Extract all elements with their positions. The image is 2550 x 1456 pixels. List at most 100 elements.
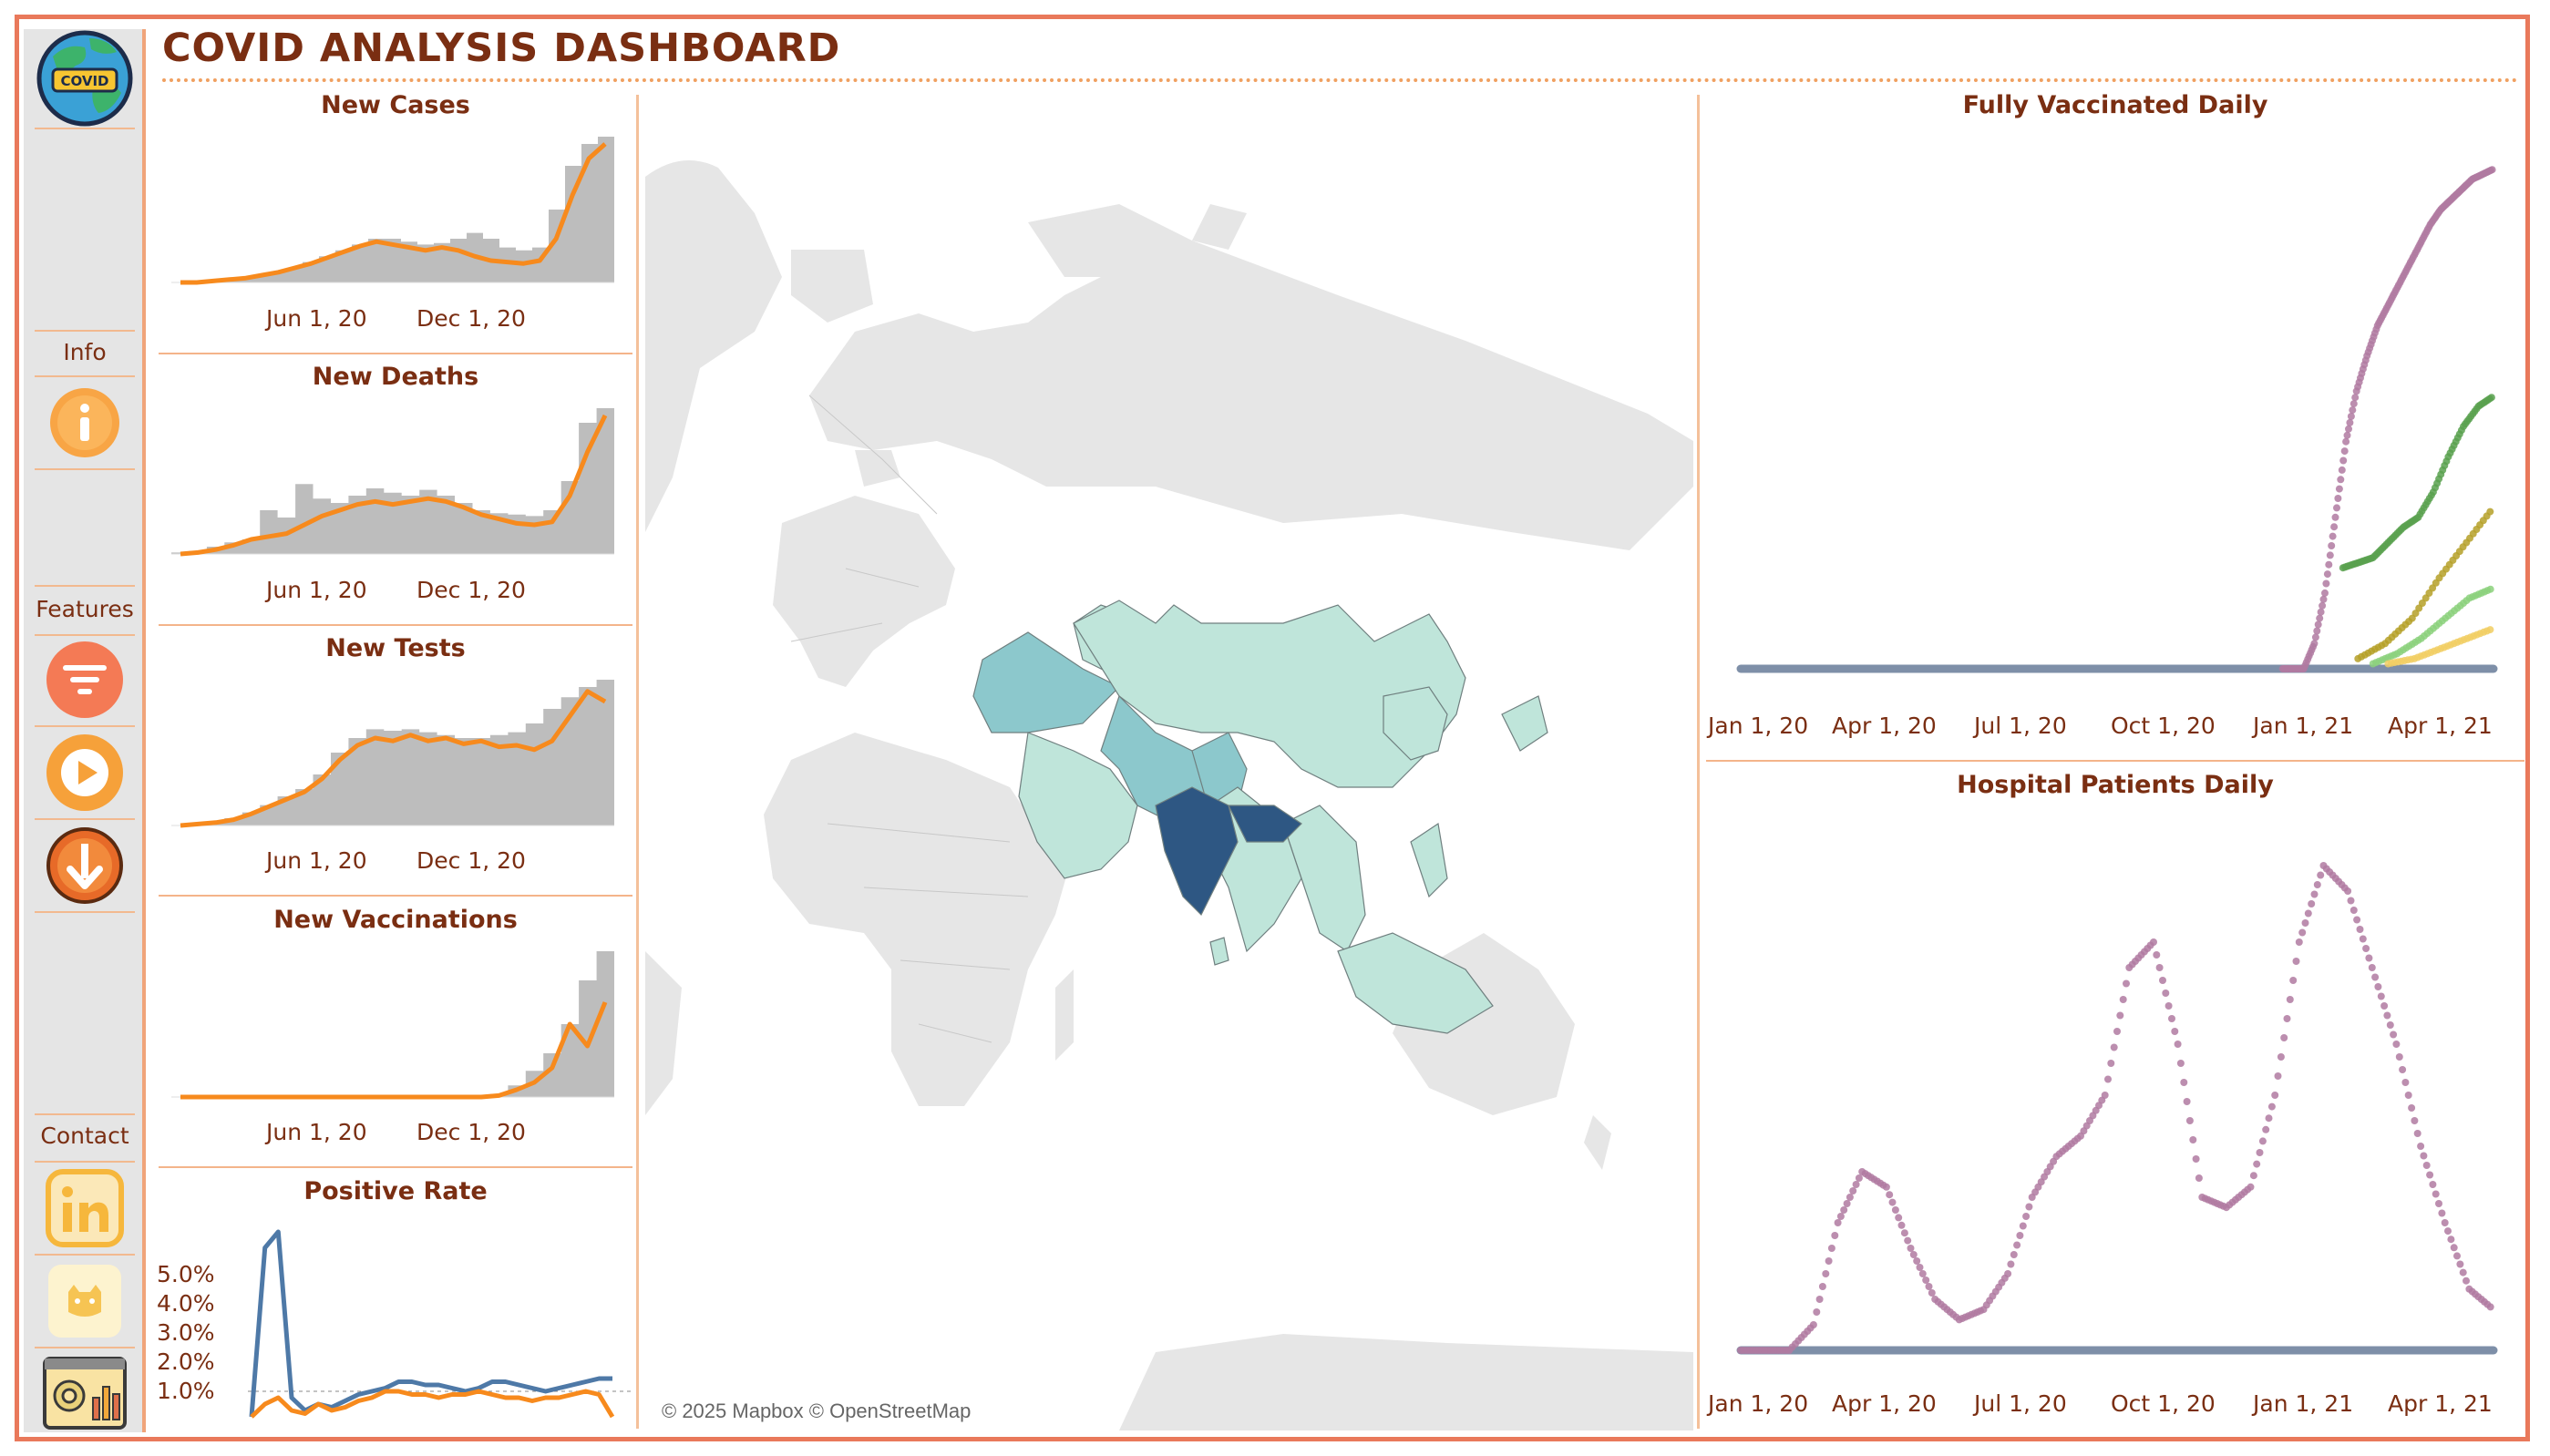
data-point — [2253, 1160, 2261, 1168]
data-point — [2286, 996, 2294, 1003]
right-column-divider — [1697, 95, 1700, 1429]
data-point — [2408, 1104, 2416, 1112]
data-point — [2104, 1075, 2112, 1083]
data-point — [2488, 166, 2496, 174]
data-point — [2487, 394, 2495, 402]
data-point — [2292, 958, 2300, 965]
data-point — [1897, 1221, 1906, 1229]
x-tick: Jul 1, 20 — [1974, 1390, 2067, 1417]
sidebar: COVID Info Features — [24, 29, 146, 1432]
x-tick: Jun 1, 20 — [266, 577, 367, 603]
data-point — [1815, 1296, 1824, 1303]
x-tick: Jan 1, 21 — [2253, 1390, 2354, 1417]
chart-title: Hospital Patients Daily — [1957, 771, 2274, 799]
divider — [159, 624, 632, 626]
x-tick: Dec 1, 20 — [416, 305, 526, 332]
data-point — [2351, 394, 2360, 402]
data-point — [2390, 1030, 2398, 1039]
x-tick: Apr 1, 20 — [1832, 713, 1937, 739]
data-point — [2331, 513, 2339, 521]
data-point — [1827, 1245, 1835, 1252]
data-point — [2323, 570, 2331, 579]
x-tick: Jul 1, 20 — [1974, 713, 2067, 739]
left-column-divider — [636, 95, 639, 1429]
github-icon[interactable] — [45, 1261, 125, 1345]
series-line — [249, 1229, 612, 1418]
data-point — [2365, 954, 2373, 962]
data-point — [2392, 1041, 2401, 1048]
covid-globe-icon[interactable]: COVID — [35, 29, 135, 128]
linkedin-icon[interactable] — [45, 1168, 125, 1252]
data-point — [1928, 1289, 1936, 1297]
data-point — [2404, 1092, 2412, 1099]
data-point — [2335, 485, 2343, 493]
data-point — [2249, 1172, 2257, 1180]
filter-icon[interactable] — [45, 640, 125, 723]
data-point — [2333, 504, 2340, 512]
data-point — [1836, 1213, 1845, 1220]
data-point — [2022, 1213, 2031, 1220]
data-point — [2280, 1034, 2288, 1041]
data-point — [2298, 928, 2307, 937]
x-tick: Jan 1, 21 — [2253, 713, 2354, 739]
data-point — [2330, 523, 2339, 531]
data-point — [2344, 887, 2352, 895]
data-point — [1846, 1194, 1854, 1201]
data-point — [2262, 1125, 2270, 1133]
data-point — [1813, 1308, 1821, 1316]
data-point — [1904, 1236, 1912, 1245]
data-point — [2413, 1130, 2421, 1137]
data-point — [2256, 1149, 2264, 1156]
divider — [159, 353, 632, 354]
data-point — [2171, 1028, 2179, 1035]
chart-title: New Vaccinations — [273, 906, 518, 934]
data-point — [2010, 1251, 2018, 1258]
dashboard-icon[interactable] — [42, 1356, 128, 1434]
data-point — [2164, 1002, 2173, 1010]
data-point — [2343, 431, 2351, 439]
data-point — [2486, 585, 2494, 593]
data-point — [2337, 476, 2345, 484]
x-tick: Jan 1, 20 — [1708, 1390, 1809, 1417]
info-icon[interactable] — [48, 386, 121, 463]
data-point — [2321, 589, 2329, 597]
data-point — [2247, 1183, 2255, 1191]
world-map[interactable]: © 2025 Mapbox © OpenStreetMap — [645, 95, 1693, 1430]
data-point — [1922, 1277, 1930, 1284]
data-point — [2277, 1053, 2285, 1061]
data-point — [2007, 1260, 2015, 1268]
data-point — [2447, 1236, 2455, 1244]
positive-rate-plot — [248, 1229, 631, 1419]
chart-title: Positive Rate — [303, 1177, 488, 1205]
data-point — [2426, 1171, 2434, 1179]
data-point — [2274, 1072, 2282, 1080]
y-tick: 1.0% — [157, 1378, 215, 1404]
data-point — [2004, 1270, 2012, 1277]
data-point — [2374, 983, 2382, 990]
dashboard-frame — [15, 15, 2530, 1441]
new-tests-plot — [171, 680, 614, 828]
download-icon[interactable] — [45, 825, 125, 909]
data-point — [2176, 1060, 2185, 1067]
data-point — [2432, 1190, 2440, 1198]
x-tick: Apr 1, 21 — [2388, 1390, 2493, 1417]
data-point — [2383, 1011, 2391, 1020]
data-point — [1822, 1270, 1830, 1277]
x-tick: Dec 1, 20 — [416, 1119, 526, 1145]
data-point — [2486, 1303, 2494, 1311]
play-icon[interactable] — [45, 733, 125, 816]
data-point — [2159, 977, 2166, 984]
x-tick: Jan 1, 20 — [1708, 713, 1809, 739]
data-point — [2123, 979, 2130, 988]
data-point — [2185, 1117, 2194, 1124]
y-tick: 4.0% — [157, 1290, 215, 1317]
chart-title: New Deaths — [312, 363, 479, 391]
area-mark — [171, 408, 614, 554]
chart-title: Fully Vaccinated Daily — [1962, 91, 2268, 119]
data-point — [2174, 1041, 2182, 1048]
data-point — [2313, 881, 2321, 888]
data-point — [2339, 456, 2348, 465]
data-point — [2356, 926, 2364, 933]
data-point — [2463, 1277, 2470, 1285]
hospital-patients-plot — [1736, 862, 2498, 1355]
